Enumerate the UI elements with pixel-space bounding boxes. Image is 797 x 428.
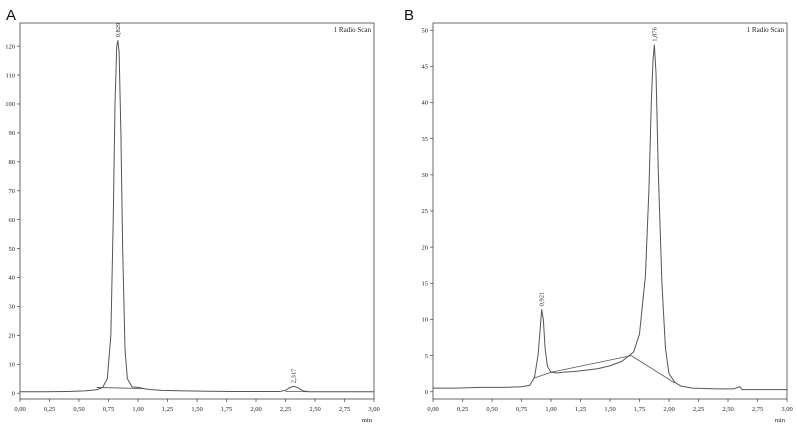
y-tick-label: 70 [9,188,16,195]
x-tick-label: 1,50 [191,406,202,413]
chromatogram-trace [20,40,374,393]
plot-frame [432,22,788,400]
y-tick-label: 0 [12,390,15,397]
x-tick-label: 2,25 [280,406,291,413]
y-tick-label: 25 [422,208,429,215]
x-tick-label: 2,50 [309,406,320,413]
y-tick-label: 0 [425,389,428,396]
y-tick-label: 80 [9,159,16,166]
x-tick-label: 2,00 [663,406,674,413]
y-tick-label: 90 [9,130,16,137]
integration-baseline [631,355,676,384]
peak-label: 0,829 [115,23,122,38]
integration-baseline [534,371,552,379]
x-tick-label: 1,00 [545,406,556,413]
y-tick-label: 5 [425,353,428,360]
peak-label: 2,317 [290,368,297,383]
y-tick-label: 15 [422,281,429,288]
x-tick-label: 1,25 [575,406,586,413]
x-tick-label: 0,25 [457,406,468,413]
chart-panel-a: 0,00 0,25 0,50 0,75 1,00 1,25 1,50 1,75 2,00 2,25… [5,22,380,424]
y-tick-label: 60 [9,217,16,224]
y-tick-label: 40 [422,100,429,107]
y-tick-label: 20 [422,244,429,251]
legend-label: 1 Radio Scan [747,26,785,34]
x-tick-label: 1,75 [221,406,232,413]
chart-panel-b: 0,00 0,25 0,50 0,75 1,00 1,25 1,50 1,75 2,00 2,25… [422,22,793,424]
legend-label: 1 Radio Scan [334,26,372,34]
y-tick-label: 20 [9,333,16,340]
x-tick-label: 2,25 [693,406,704,413]
y-tick-label: 110 [5,72,15,79]
x-tick-label: 3,00 [781,406,792,413]
x-tick-label: 0,50 [486,406,497,413]
x-axis-label: min [775,417,786,424]
integration-baseline [550,355,632,373]
x-tick-label: 0,00 [427,406,438,413]
x-tick-label: 2,00 [250,406,261,413]
y-tick-label: 100 [5,101,15,108]
x-tick-label: 0,00 [14,406,25,413]
x-axis-label: min [362,417,373,424]
x-tick-label: 1,75 [634,406,645,413]
peak-label: 0,921 [539,292,546,307]
peak-label: 1,876 [651,26,658,41]
y-tick-label: 30 [9,304,16,311]
y-tick-label: 50 [422,27,429,34]
x-tick-label: 3,00 [368,406,379,413]
x-tick-label: 1,25 [162,406,173,413]
x-tick-label: 2,75 [752,406,763,413]
y-tick-label: 10 [9,361,16,368]
x-tick-label: 2,50 [722,406,733,413]
chromatogram-trace [433,44,787,391]
y-tick-label: 10 [422,317,429,324]
y-tick-label: 45 [422,64,429,71]
x-tick-label: 1,50 [604,406,615,413]
panel-label-a: A [6,7,16,24]
y-tick-label: 50 [9,246,16,253]
integration-baseline [96,387,144,389]
x-tick-label: 1,00 [132,406,143,413]
x-tick-label: 0,50 [73,406,84,413]
y-tick-label: 40 [9,275,16,282]
x-tick-label: 2,75 [339,406,350,413]
y-tick-label: 120 [5,43,15,50]
plot-frame [19,22,375,400]
x-tick-label: 0,75 [103,406,114,413]
y-tick-label: 30 [422,172,429,179]
x-tick-label: 0,25 [44,406,55,413]
y-tick-label: 35 [422,136,429,143]
panel-label-b: B [404,7,414,24]
x-tick-label: 0,75 [516,406,527,413]
